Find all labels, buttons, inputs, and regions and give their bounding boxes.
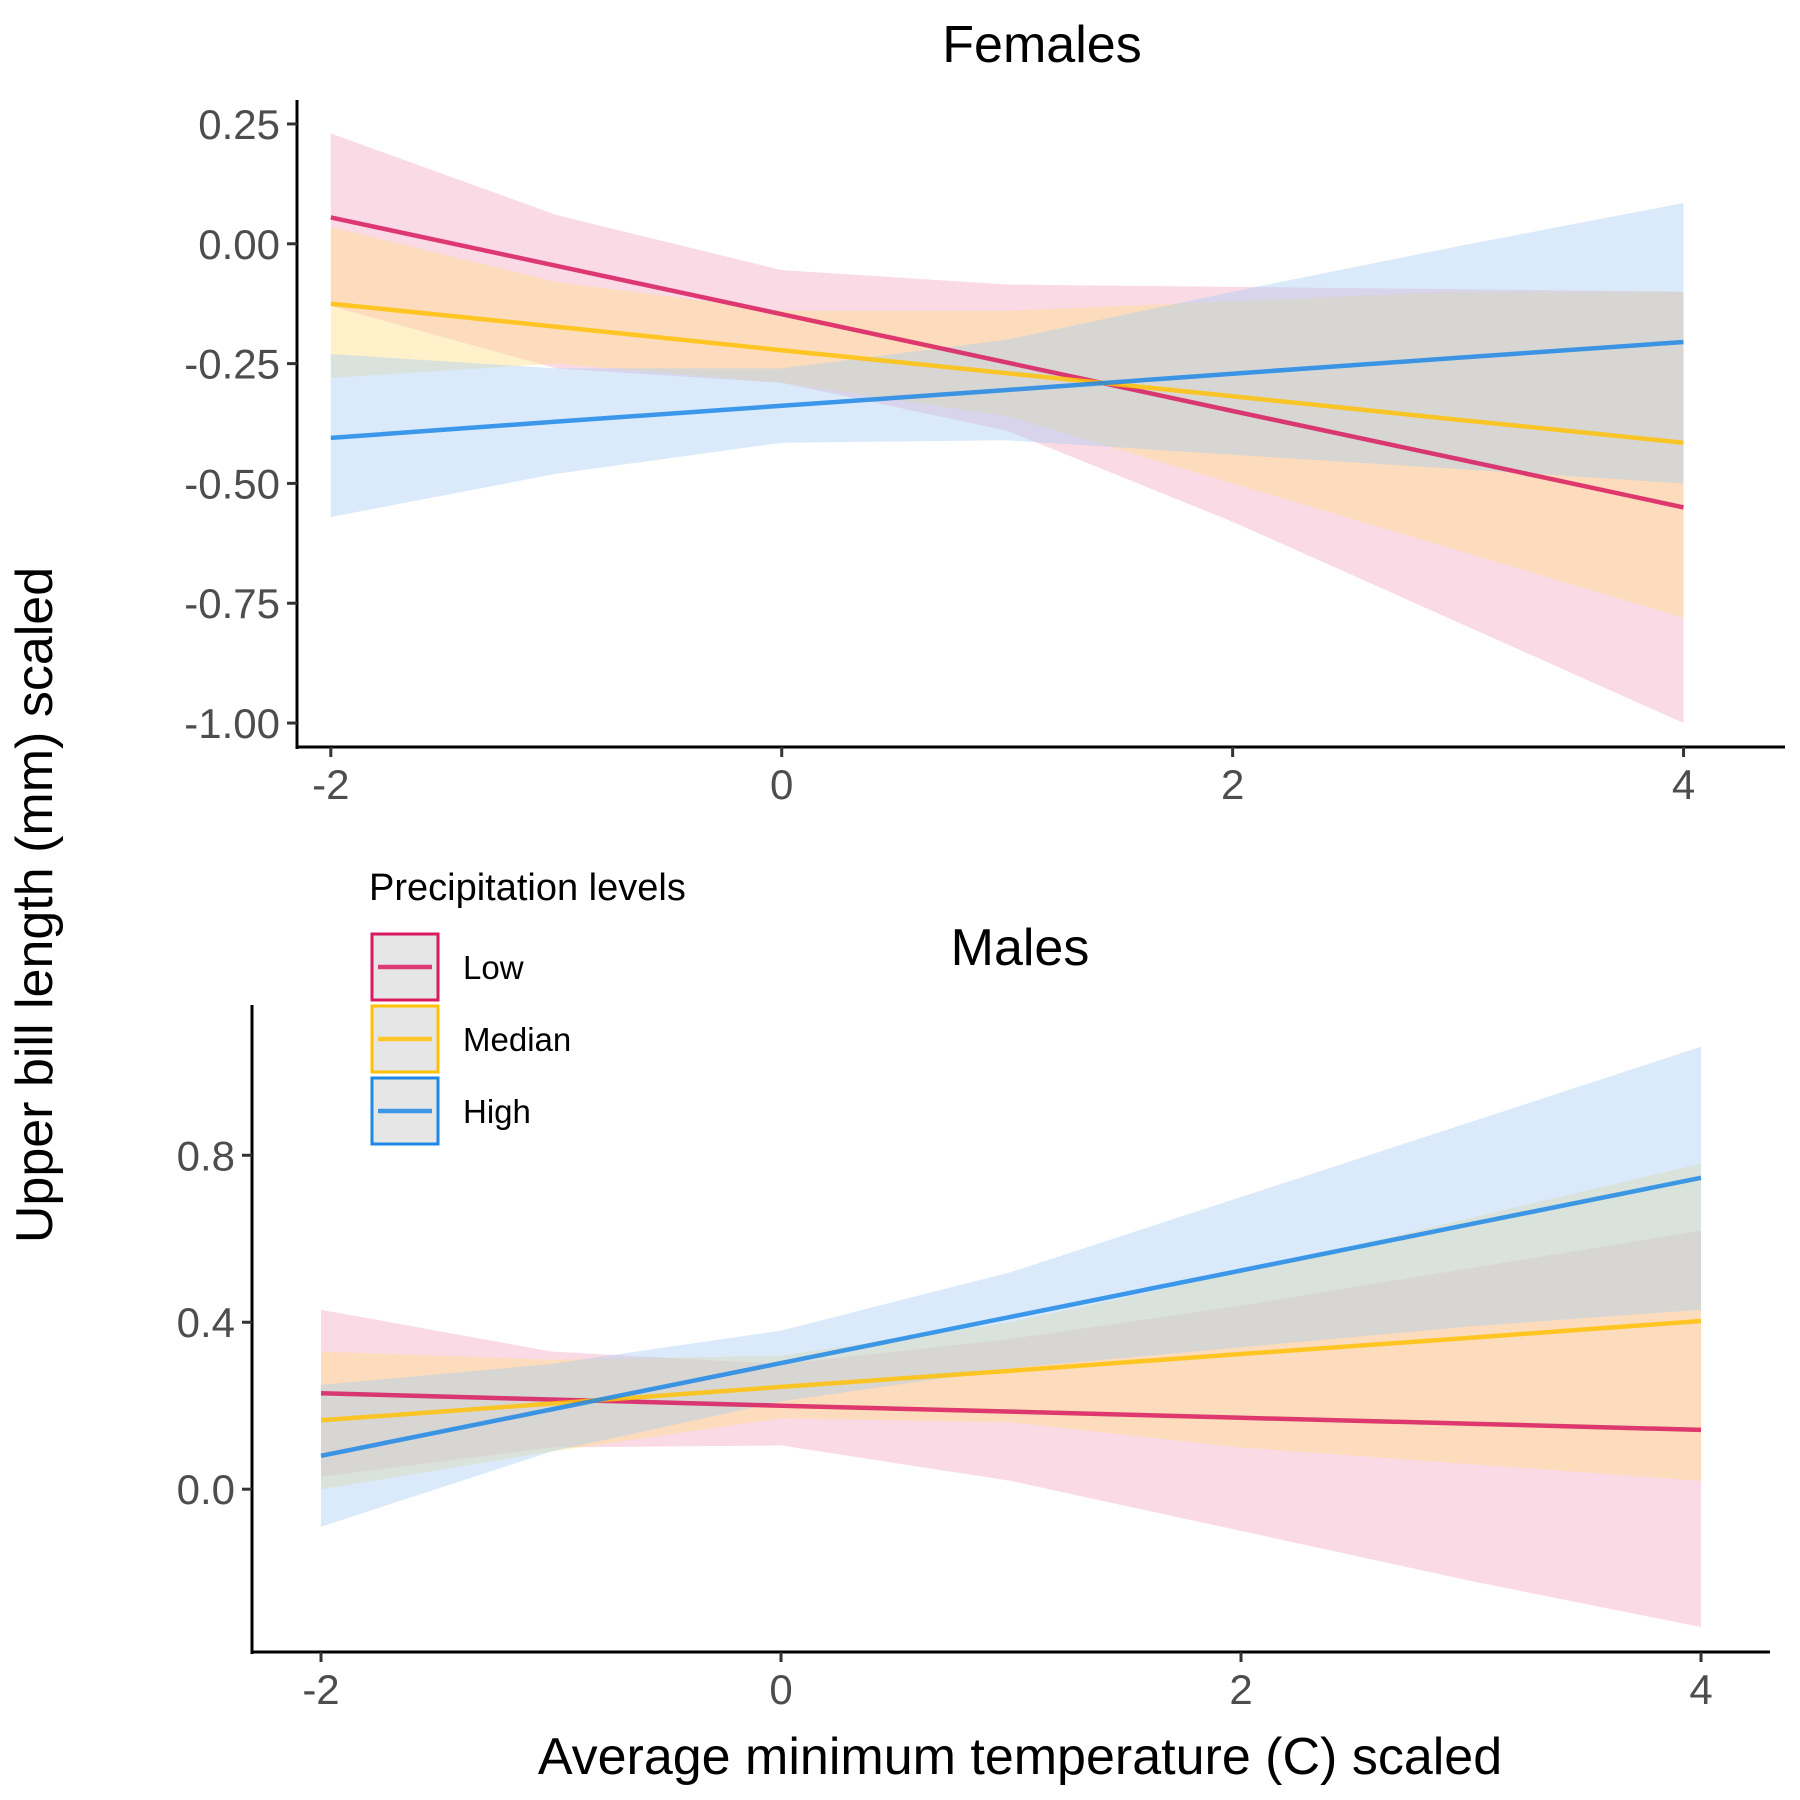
females-x-tick-label: -2 bbox=[312, 761, 349, 808]
females-ribbon-median bbox=[330, 227, 1684, 618]
males-line-median bbox=[320, 1318, 1702, 1423]
males-x-tick-label: 0 bbox=[769, 1666, 792, 1713]
females-ribbon-high bbox=[330, 203, 1684, 517]
females-y-tick-label: -0.25 bbox=[184, 341, 280, 388]
females-y-tick-label: -1.00 bbox=[184, 700, 280, 747]
females-line-low bbox=[330, 215, 1684, 510]
females-y-tick-label: 0.00 bbox=[198, 221, 280, 268]
females-y-tick-label: 0.25 bbox=[198, 101, 280, 148]
males-panel-title: Males bbox=[951, 919, 1090, 977]
females-ribbons bbox=[330, 133, 1684, 723]
males-ribbon-median bbox=[321, 1163, 1701, 1490]
males-ribbons bbox=[321, 1046, 1701, 1627]
males-panel: Males 0.8 0.4 0.0 -2 0 2 4 bbox=[177, 919, 1770, 1713]
males-x-tick-label: 4 bbox=[1689, 1666, 1712, 1713]
males-y-tick-label: 0.4 bbox=[177, 1299, 235, 1346]
males-lines bbox=[320, 1175, 1702, 1459]
legend-label-median: Median bbox=[463, 1021, 571, 1058]
legend-label-high: High bbox=[463, 1093, 531, 1130]
females-x-tick-label: 4 bbox=[1672, 761, 1695, 808]
males-y-tick-label: 0.0 bbox=[177, 1466, 235, 1513]
males-line-high bbox=[320, 1175, 1702, 1459]
x-axis-title: Average minimum temperature (C) scaled bbox=[538, 1728, 1502, 1786]
legend: Precipitation levels Low Median High bbox=[369, 867, 686, 1146]
females-panel-title: Females bbox=[942, 16, 1141, 74]
females-line-high bbox=[330, 339, 1684, 441]
females-y-tick-label: -0.50 bbox=[184, 460, 280, 507]
females-y-tick-label: -0.75 bbox=[184, 580, 280, 627]
females-ribbon-low bbox=[330, 133, 1684, 723]
males-x-tick-label: 2 bbox=[1229, 1666, 1252, 1713]
females-panel: Females 0.25 0.00 -0.25 -0.50 -0.75 -1.00 -2 0 2… bbox=[184, 16, 1785, 808]
females-x-tick-label: 2 bbox=[1221, 761, 1244, 808]
females-line-median bbox=[330, 301, 1684, 445]
females-lines bbox=[330, 215, 1684, 510]
females-x-tick-label: 0 bbox=[770, 761, 793, 808]
males-x-tick-label: -2 bbox=[302, 1666, 339, 1713]
males-line-low bbox=[320, 1390, 1702, 1433]
males-y-tick-label: 0.8 bbox=[177, 1132, 235, 1179]
y-axis-title: Upper bill length (mm) scaled bbox=[6, 567, 64, 1243]
males-ribbon-high bbox=[321, 1046, 1701, 1527]
females-axes: 0.25 0.00 -0.25 -0.50 -0.75 -1.00 -2 0 2 4 bbox=[184, 100, 1785, 808]
legend-title: Precipitation levels bbox=[369, 867, 686, 909]
males-axes: 0.8 0.4 0.0 -2 0 2 4 bbox=[177, 1005, 1770, 1713]
males-ribbon-low bbox=[321, 1230, 1701, 1627]
legend-label-low: Low bbox=[463, 949, 524, 986]
